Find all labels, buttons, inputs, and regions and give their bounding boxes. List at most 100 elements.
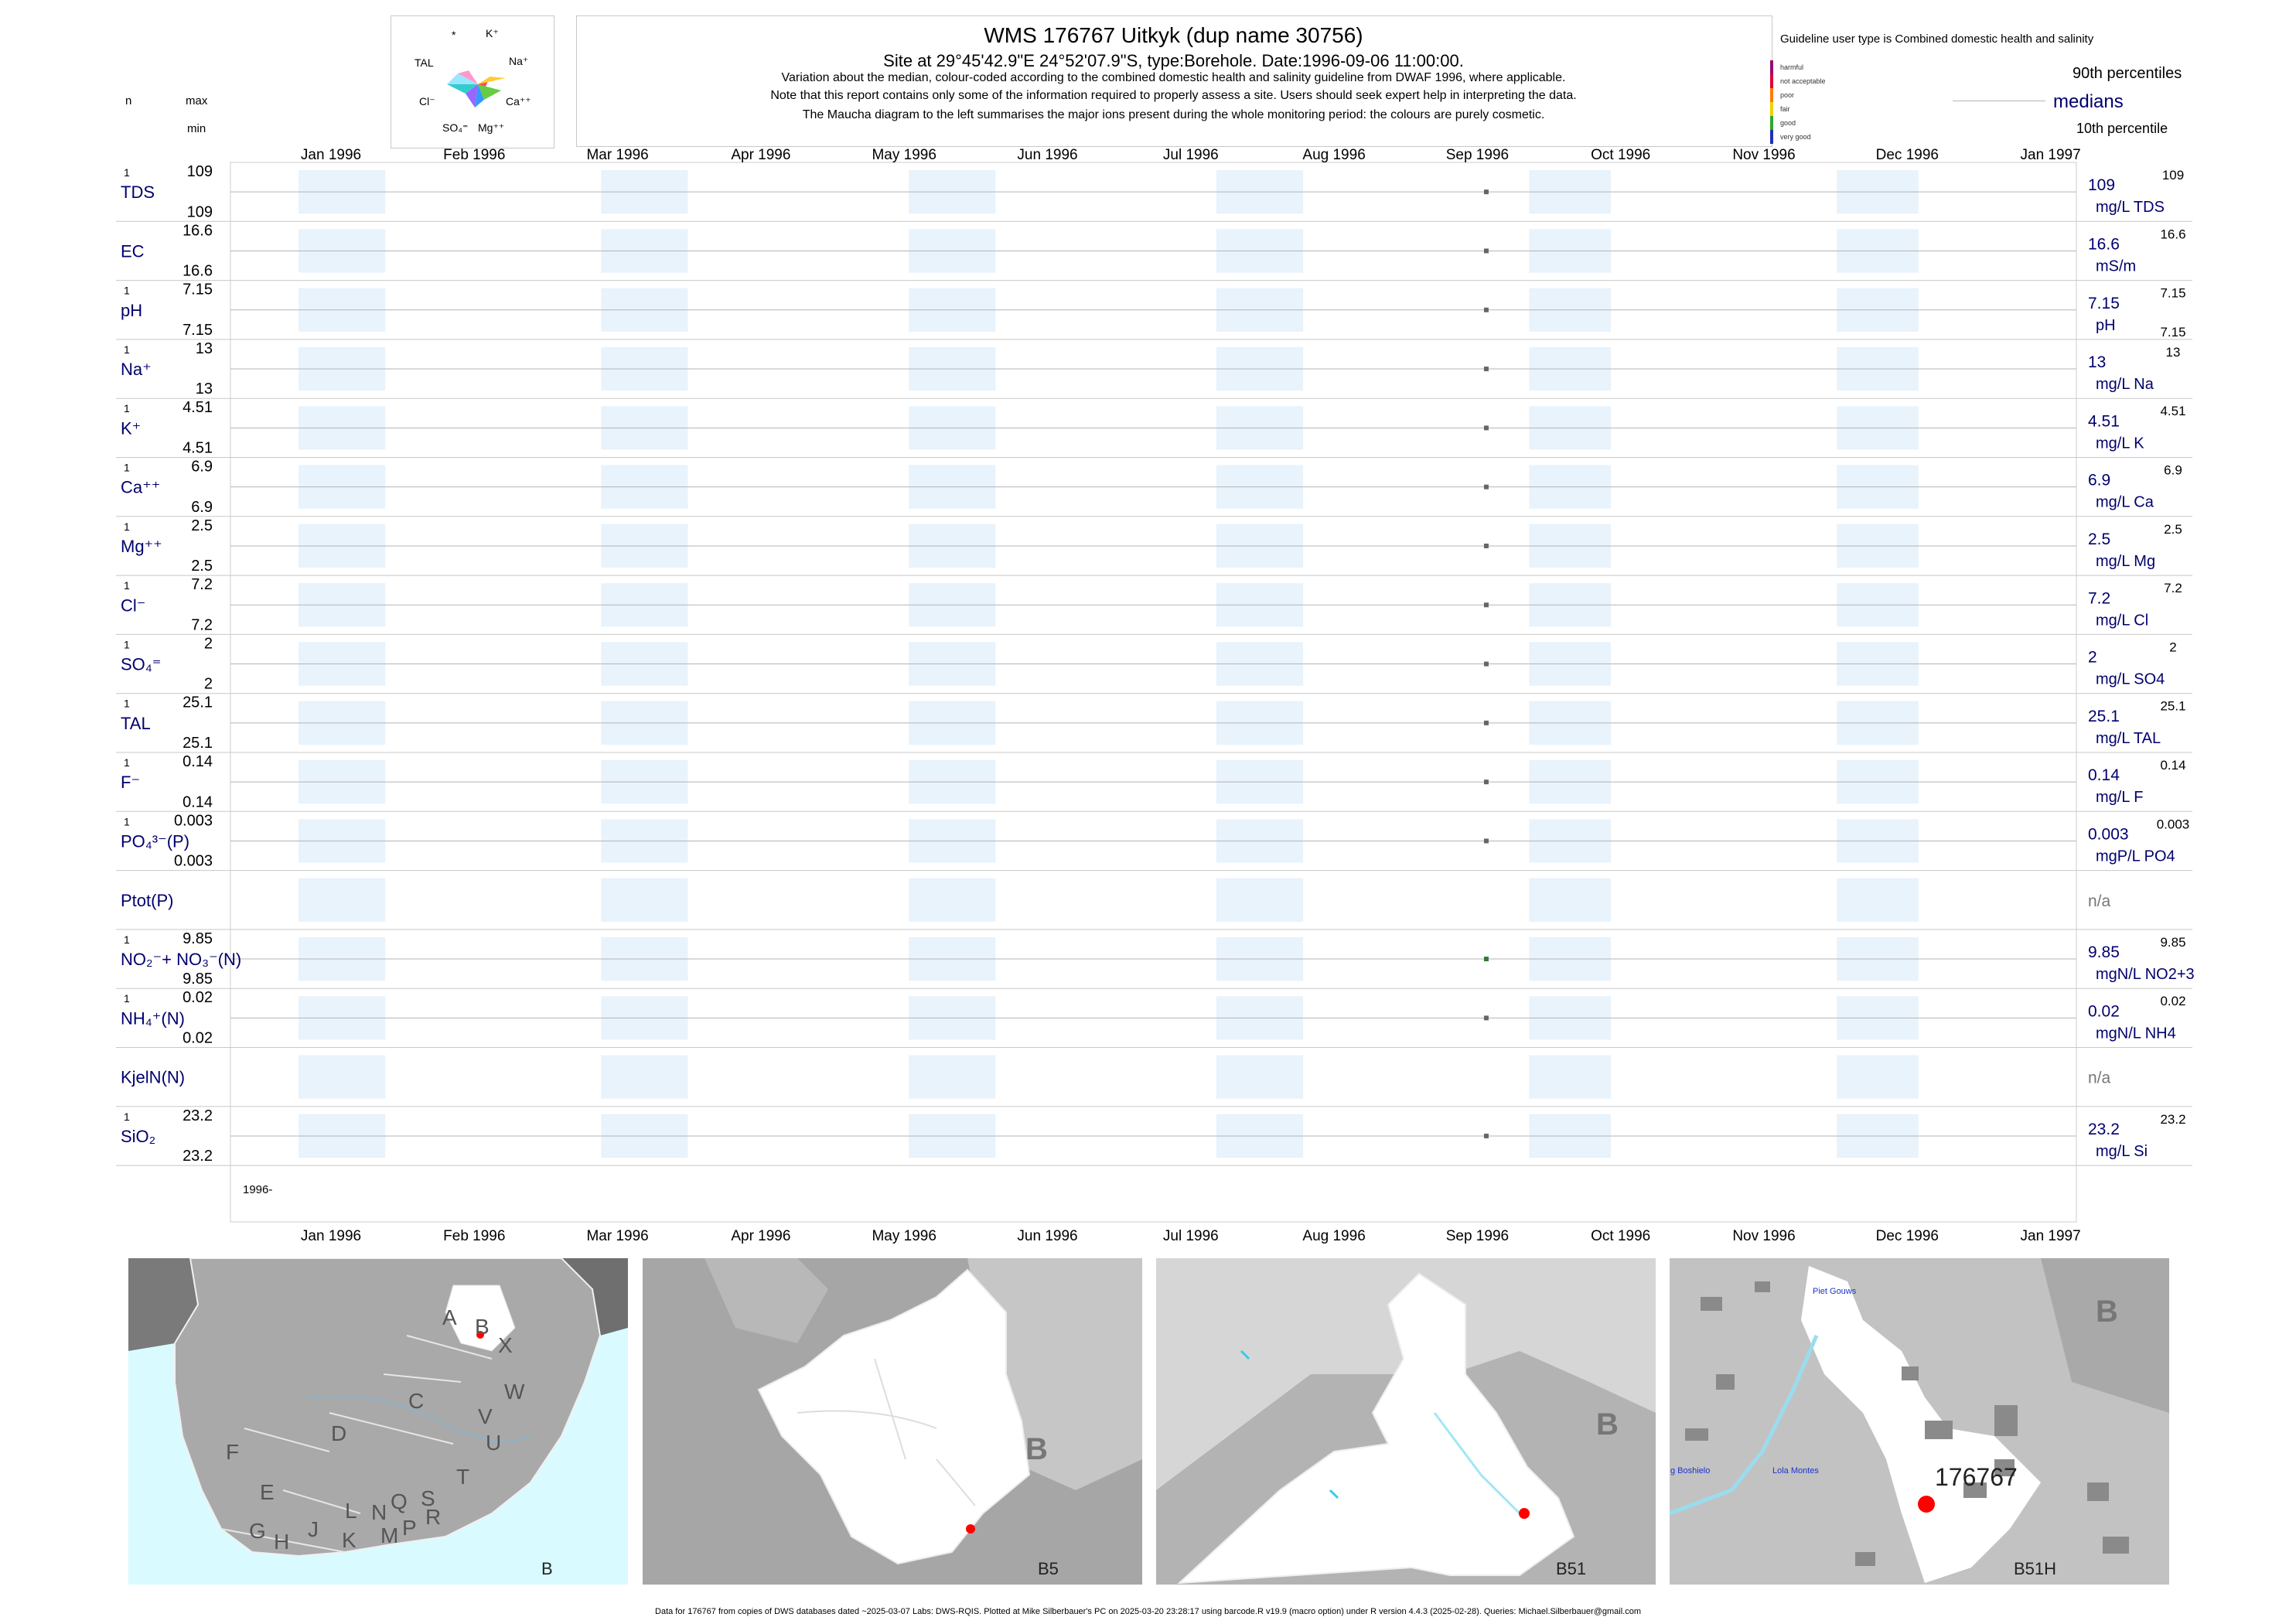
row-unit: mgN/L NH4 [2096, 1025, 2176, 1042]
maucha-label-so4: SO₄⁼ [442, 121, 469, 134]
month-band [1529, 1055, 1611, 1099]
row-median-value: 13 [2088, 353, 2106, 371]
row-min-value: 4.51 [183, 440, 213, 457]
month-label-bottom: Oct 1996 [1591, 1228, 1650, 1244]
month-label-bottom: Jul 1996 [1163, 1228, 1219, 1244]
map-site-dot-1 [476, 1331, 484, 1339]
row-median-value: 25.1 [2088, 708, 2120, 725]
month-band [299, 878, 386, 922]
map-b5-svg [643, 1258, 1142, 1585]
row-p90-value: 25.1 [2160, 699, 2185, 714]
row-median-value: 0.003 [2088, 825, 2129, 843]
row-unit: mg/L Na [2096, 376, 2154, 393]
row-p90-value: 13 [2166, 345, 2181, 360]
row-variable-name: KjelN(N) [121, 1068, 185, 1087]
row-median-value: 7.2 [2088, 589, 2110, 607]
maucha-label-cl: Cl⁻ [419, 95, 435, 107]
row-max-value: 16.6 [183, 222, 213, 239]
map1-letter-h: H [274, 1530, 290, 1554]
row-p90-value: 9.85 [2160, 935, 2185, 950]
row-median-value: 2.5 [2088, 531, 2110, 548]
row-variable-name: Ca⁺⁺ [121, 478, 160, 497]
column-header-n: n [125, 94, 132, 107]
row-max-value: 0.14 [183, 753, 213, 770]
row-p90-value: 7.2 [2164, 581, 2182, 595]
sample-point [1483, 602, 1489, 608]
month-label-bottom: Jan 1996 [301, 1228, 361, 1244]
month-band [601, 878, 688, 922]
row-median-value: 109 [2088, 176, 2115, 194]
sample-point [1483, 189, 1489, 195]
row-p90-value: 16.6 [2160, 227, 2185, 241]
sample-point [1483, 425, 1489, 431]
guideline-bar-harmful [1770, 60, 1773, 74]
month-label-bottom: Jun 1996 [1017, 1228, 1077, 1244]
month-band [1529, 878, 1611, 922]
legend-p90: 90th percentiles [2073, 65, 2182, 82]
map1-letter-b: B [475, 1315, 490, 1339]
map1-letter-m: M [380, 1523, 399, 1547]
row-median-value: 6.9 [2088, 472, 2110, 490]
row-min-value: 16.6 [183, 263, 213, 280]
sample-point [1483, 1015, 1489, 1021]
row-unit: mg/L K [2096, 435, 2144, 452]
maucha-label-mg: Mg⁺⁺ [478, 121, 505, 134]
page-subtitle: Site at 29°45'42.9"E 24°52'07.9"S, type:… [883, 51, 1464, 70]
map1-letter-s: S [421, 1486, 435, 1510]
map1-letter-q: Q [391, 1489, 408, 1513]
month-label-bottom: Sep 1996 [1446, 1228, 1509, 1244]
map3-caption: B51 [1556, 1559, 1587, 1578]
row-median-value: 23.2 [2088, 1121, 2120, 1138]
row-variable-name: Mg⁺⁺ [121, 537, 162, 556]
sample-point [1483, 367, 1489, 372]
map-b51h [1670, 1258, 2169, 1585]
month-label-top: Mar 1996 [586, 147, 648, 163]
row-unit: mgN/L NO2+3 [2096, 966, 2195, 983]
legend-level-good: good [1780, 119, 1796, 127]
row-min-value: 7.15 [183, 322, 213, 339]
row-p90-value: 0.02 [2160, 994, 2185, 1008]
sample-point [1483, 661, 1489, 667]
row-max-value: 109 [187, 163, 213, 180]
month-band [299, 1055, 386, 1099]
column-header-max: max [186, 94, 208, 107]
row-n-count: 1 [124, 579, 130, 592]
map1-letter-j: J [308, 1517, 319, 1541]
month-label-top: Sep 1996 [1446, 147, 1509, 163]
row-n-count: 1 [124, 343, 130, 356]
map-site-dot-2 [966, 1524, 975, 1534]
month-label-top: Oct 1996 [1591, 147, 1650, 163]
row-median-value: n/a [2088, 892, 2111, 910]
month-label-bottom: May 1996 [872, 1228, 936, 1244]
map-site-dot-3 [1519, 1508, 1530, 1519]
row-unit: mg/L F [2096, 789, 2144, 806]
map-b51h-svg [1670, 1258, 2169, 1585]
maucha-label-tal: TAL [415, 56, 434, 69]
maucha-wedge-so4 [466, 84, 478, 107]
row-min-value: 25.1 [183, 735, 213, 752]
maucha-wedge-tal [447, 73, 478, 84]
row-max-value: 7.2 [191, 576, 213, 593]
row-min-value: 9.85 [183, 971, 213, 988]
row-p90-value: 2.5 [2164, 522, 2182, 537]
month-band [1216, 878, 1304, 922]
row-n-count: 1 [124, 462, 130, 474]
row-variable-name: PO₄³⁻(P) [121, 831, 189, 851]
row-unit: mg/L Mg [2096, 553, 2155, 570]
row-median-value: n/a [2088, 1070, 2111, 1087]
month-label-bottom: Dec 1996 [1876, 1228, 1939, 1244]
row-n-count: 1 [124, 815, 130, 827]
month-label-bottom: Apr 1996 [731, 1228, 790, 1244]
row-unit: mg/L Si [2096, 1143, 2148, 1160]
guideline-color-bar [1770, 60, 1773, 144]
month-label-top: Aug 1996 [1302, 147, 1365, 163]
maucha-wedge-x [458, 70, 478, 84]
legend-title: Guideline user type is Combined domestic… [1780, 32, 2094, 46]
header-note-2: Note that this report contains only some… [770, 89, 1577, 102]
map1-letter-a: A [442, 1305, 457, 1329]
row-unit: mg/L TAL [2096, 730, 2161, 747]
row-variable-name: F⁻ [121, 773, 140, 792]
sample-point [1483, 543, 1489, 548]
map-b51 [1156, 1258, 1656, 1585]
row-n-count: 1 [124, 756, 130, 769]
